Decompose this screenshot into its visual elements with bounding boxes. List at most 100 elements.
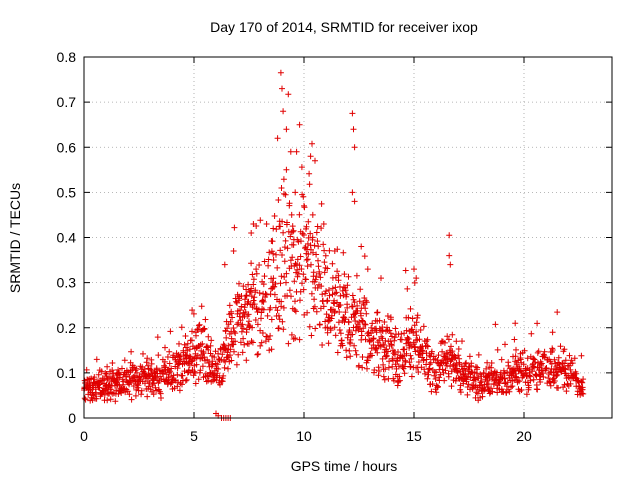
data-point (270, 275, 277, 282)
data-point (358, 243, 365, 250)
data-point (315, 263, 322, 270)
data-point (270, 225, 277, 232)
data-point (178, 324, 185, 331)
data-point (417, 327, 424, 333)
data-point (364, 365, 370, 372)
data-point (511, 336, 518, 343)
data-point (289, 223, 296, 230)
data-point (362, 336, 369, 343)
data-point (428, 388, 435, 395)
data-point (297, 253, 304, 260)
data-point (454, 369, 461, 376)
data-point (309, 211, 316, 218)
data-point (373, 329, 380, 336)
data-point (374, 349, 381, 356)
data-point (408, 355, 415, 362)
data-point (551, 356, 558, 363)
data-point (167, 328, 174, 335)
data-point (368, 324, 375, 331)
data-point (223, 334, 230, 341)
data-point (578, 352, 585, 359)
data-point (433, 369, 440, 376)
data-point (524, 355, 531, 362)
data-point (475, 375, 482, 381)
data-point (91, 374, 98, 381)
data-point (193, 361, 200, 368)
data-point (512, 320, 519, 327)
data-point (353, 272, 360, 279)
data-point (362, 321, 369, 328)
data-point (174, 383, 181, 390)
data-point (280, 326, 287, 333)
data-point (563, 388, 570, 395)
data-point (263, 291, 270, 298)
data-point (192, 380, 199, 387)
data-point (133, 365, 140, 372)
data-point (280, 176, 287, 183)
data-point (237, 307, 243, 314)
data-point (444, 333, 451, 340)
data-point (209, 361, 216, 368)
data-point (289, 228, 296, 235)
data-point (221, 364, 228, 371)
data-point (413, 332, 420, 339)
data-point (81, 395, 88, 402)
data-point (174, 371, 181, 378)
data-point (441, 377, 448, 384)
data-point (351, 311, 358, 318)
data-point (349, 189, 356, 196)
data-point (231, 348, 237, 355)
data-point (530, 363, 537, 370)
data-point (318, 283, 325, 290)
data-point (309, 140, 315, 147)
data-point (215, 366, 222, 372)
data-point (260, 281, 267, 288)
data-point (222, 328, 229, 335)
data-point (292, 308, 299, 315)
data-point (349, 331, 356, 338)
data-point (401, 363, 408, 370)
data-point (147, 366, 154, 373)
data-point (128, 348, 135, 355)
data-point (362, 305, 369, 312)
data-point (448, 383, 455, 390)
data-point (495, 379, 502, 386)
data-point (346, 327, 353, 334)
data-point (221, 357, 227, 364)
data-point (177, 353, 184, 359)
data-point (424, 375, 431, 382)
data-point (158, 395, 164, 401)
x-tick-label: 5 (190, 428, 198, 444)
data-point (121, 357, 128, 364)
data-point (383, 353, 390, 359)
data-point (359, 354, 366, 360)
data-point (327, 327, 334, 334)
data-point (253, 266, 260, 273)
data-point (463, 376, 470, 383)
data-point (523, 391, 530, 398)
data-point (373, 345, 380, 352)
data-point (275, 312, 282, 319)
data-point (297, 297, 303, 304)
data-point (259, 297, 266, 304)
data-point (382, 366, 389, 373)
data-point (335, 272, 342, 279)
data-point (307, 230, 314, 237)
data-point (304, 240, 311, 247)
data-point (265, 336, 272, 343)
data-point (466, 353, 473, 360)
data-point (401, 370, 408, 377)
data-point (227, 318, 234, 325)
data-point (317, 274, 324, 281)
data-point (331, 248, 338, 254)
data-point (153, 365, 160, 372)
data-point (439, 348, 446, 355)
data-point (488, 385, 495, 392)
data-point (292, 189, 299, 196)
data-point (371, 367, 378, 373)
data-point (270, 257, 277, 263)
data-point (520, 372, 527, 379)
data-point (445, 373, 452, 380)
data-point (354, 302, 361, 309)
data-point (344, 282, 351, 289)
